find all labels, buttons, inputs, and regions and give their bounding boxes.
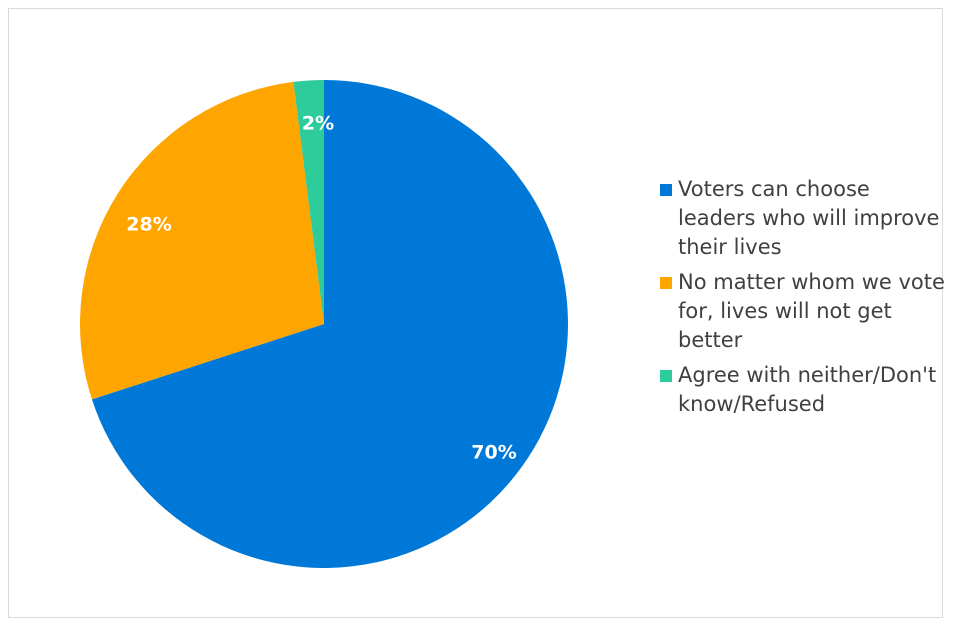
legend-item-0: Voters can choose leaders who will impro… (660, 175, 954, 262)
legend-swatch-2 (660, 370, 672, 382)
chart-frame: 70% 28% 2% Voters can choose leaders who… (8, 8, 945, 618)
legend-label-2: Agree with neither/Don't know/Refused (678, 363, 937, 416)
legend-swatch-1 (660, 277, 672, 289)
pie-slice-0 (91, 80, 569, 568)
slice-label-0: 70% (471, 442, 516, 464)
legend-label-1: No matter whom we vote for, lives will n… (678, 270, 945, 352)
slice-label-1: 28% (126, 214, 171, 236)
legend-item-2: Agree with neither/Don't know/Refused (660, 361, 954, 419)
legend: Voters can choose leaders who will impro… (660, 175, 954, 425)
pie-chart: 70% 28% 2% (80, 80, 569, 568)
pie-slice-2 (293, 80, 324, 324)
legend-label-0: Voters can choose leaders who will impro… (678, 177, 940, 259)
pie-slice-1 (80, 81, 325, 400)
legend-item-1: No matter whom we vote for, lives will n… (660, 268, 954, 355)
legend-swatch-0 (660, 184, 672, 196)
slice-label-2: 2% (302, 113, 334, 135)
